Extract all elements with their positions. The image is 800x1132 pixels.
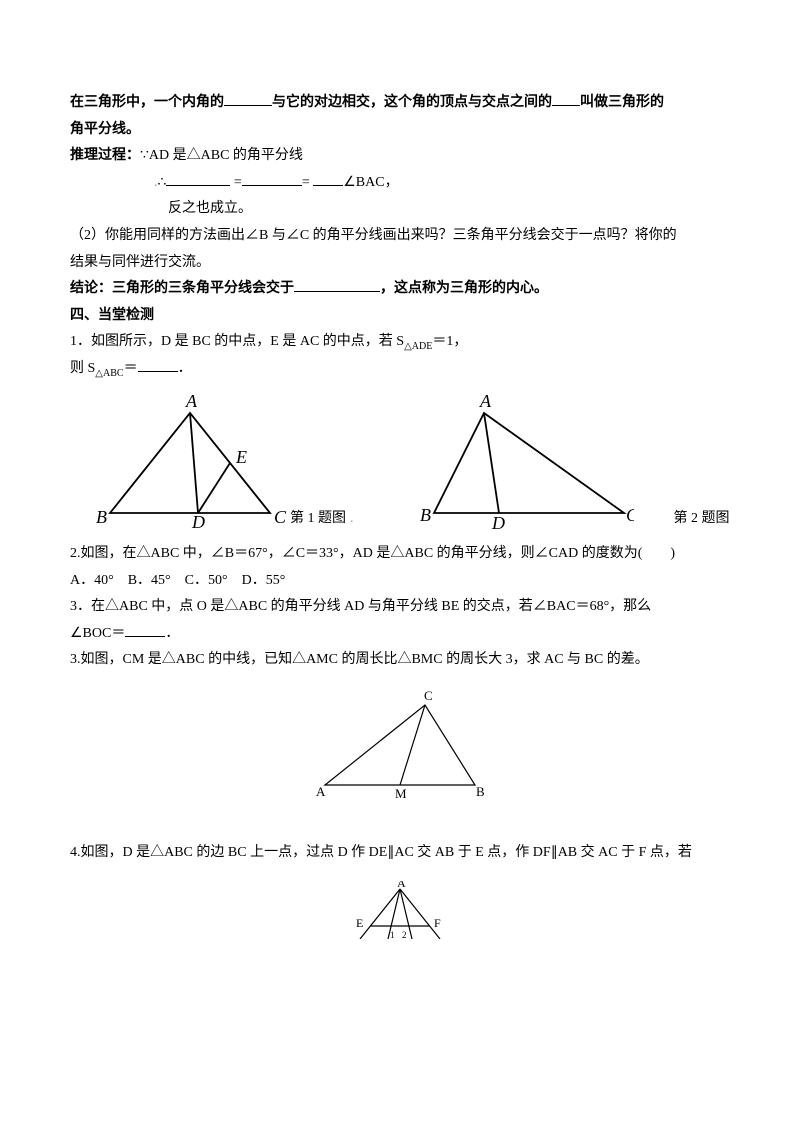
reasoning-step: .∴ == ∠BAC， [70,170,730,197]
q1-line2: 则 S△ABC＝． [70,356,730,383]
svg-text:C: C [626,505,634,525]
q1-line1: 1．如图所示，D 是 BC 的中点，E 是 AC 的中点，若 S△ADE＝1， [70,329,730,356]
figure-3-wrap: C A B M [70,690,730,800]
text: 角平分线。 [70,122,140,137]
figure-2-caption: 第 2 题图 [674,506,730,533]
page: 在三角形中，一个内角的 与它的对边相交，这个角的顶点与交点之间的 叫做三角形的 角平… [0,0,800,1132]
q4: 4.如图，D 是△ABC 的边 BC 上一点，过点 D 作 DE∥AC 交 AB… [70,840,730,867]
sub: △ABC [95,368,123,379]
text: （2）你能用同样的方法画出∠B 与∠C 的角平分线画出来吗？三条角平分线会交于一… [70,228,677,243]
svg-text:E: E [356,916,363,930]
svg-text:C: C [424,690,433,703]
blank [138,357,178,372]
blank [125,622,165,637]
triangle-ade-svg: A B C D E [90,393,290,533]
conclusion: 结论：三角形的三条角平分线会交于 ，这点称为三角形的内心。 [70,276,730,303]
svg-text:A: A [479,393,492,411]
reasoning-converse: 反之也成立。 [70,196,730,223]
q3-line2: ∠BOC＝ ． [70,621,730,648]
svg-text:A: A [316,784,326,799]
sub2-line2: 结果与同伴进行交流。 [70,250,730,277]
text: 叫做三角形的 [580,95,664,110]
section-4-heading: 四、当堂检测 [70,303,730,330]
text: 反之也成立。 [168,201,252,216]
svg-text:E: E [235,447,247,467]
label: 推理过程： [70,148,140,163]
figure-4-wrap: A E F 1 2 [70,881,730,939]
svg-text:B: B [96,507,107,527]
svg-text:2: 2 [402,930,407,939]
blank [313,171,343,186]
svg-text:1: 1 [390,930,395,939]
text: 在三角形中，一个内角的 [70,95,224,110]
text: 与它的对边相交，这个角的顶点与交点之间的 [272,95,552,110]
text: ∠BOC＝ [70,626,125,641]
text: ＝1， [432,334,467,349]
text: 3.如图，CM 是△ABC 的中线，已知△AMC 的周长比△BMC 的周长大 3… [70,652,649,667]
blank [242,171,302,186]
svg-text:B: B [420,505,431,525]
blank [294,277,380,292]
para-def-1: 在三角形中，一个内角的 与它的对边相交，这个角的顶点与交点之间的 叫做三角形的 [70,90,730,117]
text: A．40° B．45° C．50° D．55° [70,573,285,588]
svg-text:M: M [395,786,407,800]
sub: △ADE [404,341,432,352]
text: 4.如图，D 是△ABC 的边 BC 上一点，过点 D 作 DE∥AC 交 AB… [70,845,692,860]
text: ． [165,626,179,641]
figure-1: A B C D E [90,393,290,533]
blank [166,171,230,186]
text: ∴ [158,175,167,190]
svg-text:B: B [476,784,485,799]
svg-text:D: D [491,513,505,533]
reasoning-head: 推理过程：∵AD 是△ABC 的角平分线 [70,143,730,170]
svg-text:F: F [434,916,441,930]
svg-text:A: A [185,393,198,411]
text: 结果与同伴进行交流。 [70,255,210,270]
text: 3．在△ABC 中，点 O 是△ABC 的角平分线 AD 与角平分线 BE 的交… [70,599,651,614]
svg-text:A: A [397,881,406,890]
text: 四、当堂检测 [70,308,154,323]
q3b-text: 3.如图，CM 是△ABC 的中线，已知△AMC 的周长比△BMC 的周长大 3… [70,647,730,674]
text: 则 S [70,361,95,376]
triangle-ad-svg: A B C D [414,393,634,533]
blank [552,91,580,106]
text: ∠BAC， [343,175,398,190]
svg-text:D: D [191,512,205,532]
text: = [230,175,241,190]
figures-row-1: A B C D E 第 1 题图 . A B C [90,393,730,533]
q2-options: A．40° B．45° C．50° D．55° [70,568,730,595]
dot-icon: . [350,506,354,533]
para-def-2: 角平分线。 [70,117,730,144]
text: = [302,175,313,190]
figure-1-caption: 第 1 题图 [290,506,346,533]
q2: 2.如图，在△ABC 中，∠B＝67°，∠C＝33°，AD 是△ABC 的角平分… [70,541,730,568]
text: 2.如图，在△ABC 中，∠B＝67°，∠C＝33°，AD 是△ABC 的角平分… [70,546,675,561]
text: 1．如图所示，D 是 BC 的中点，E 是 AC 的中点，若 S [70,334,404,349]
svg-text:C: C [274,507,287,527]
text: ＝ [124,361,138,376]
triangle-cm-svg: C A B M [310,690,490,800]
sub2-line1: （2）你能用同样的方法画出∠B 与∠C 的角平分线画出来吗？三条角平分线会交于一… [70,223,730,250]
figure-2: A B C D [414,393,634,533]
triangle-partial-svg: A E F 1 2 [330,881,470,939]
blank [224,91,272,106]
text: 结论：三角形的三条角平分线会交于 [70,281,294,296]
q3-line1: 3．在△ABC 中，点 O 是△ABC 的角平分线 AD 与角平分线 BE 的交… [70,594,730,621]
text: ∵AD 是△ABC 的角平分线 [140,148,303,163]
text: ，这点称为三角形的内心。 [380,281,548,296]
